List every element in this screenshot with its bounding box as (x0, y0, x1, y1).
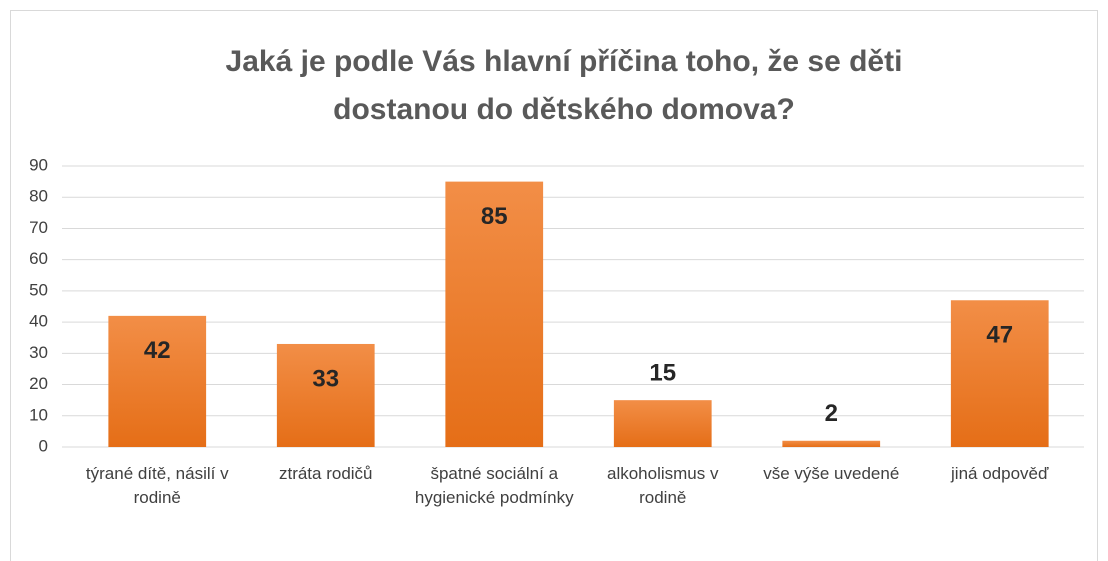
y-tick-label: 80 (29, 187, 48, 206)
y-tick-label: 10 (29, 405, 48, 424)
x-tick-label: jiná odpověď (951, 464, 1049, 483)
bar (276, 343, 375, 447)
bar (108, 315, 207, 447)
bar (613, 400, 712, 447)
y-tick-label: 70 (29, 218, 48, 237)
y-tick-label: 40 (29, 312, 48, 331)
x-tick-label: alkoholismus v rodině (607, 464, 719, 507)
x-tick-label: týrané dítě, násilí v rodině (85, 464, 229, 507)
chart-border (10, 10, 1098, 561)
y-tick-label: 90 (29, 155, 48, 174)
value-label: 15 (649, 360, 676, 387)
x-tick-label: špatné sociální a hygienické podmínky (414, 464, 574, 507)
bar (950, 300, 1049, 447)
x-tick-label: ztráta rodičů (278, 464, 373, 483)
y-tick-label: 60 (29, 249, 48, 268)
value-label: 85 (481, 203, 508, 230)
x-tick-label: vše výše uvedené (763, 464, 900, 483)
bar (445, 181, 544, 447)
y-tick-label: 30 (29, 343, 48, 362)
chart-title: Jaká je podle Vás hlavní příčina toho, ž… (225, 45, 903, 126)
value-label: 2 (825, 400, 838, 427)
value-label: 47 (986, 322, 1013, 349)
bar (782, 440, 881, 447)
value-label: 33 (312, 365, 339, 392)
value-label: 42 (144, 337, 171, 364)
y-tick-label: 20 (29, 374, 48, 393)
y-tick-label: 0 (39, 436, 48, 455)
y-tick-label: 50 (29, 280, 48, 299)
